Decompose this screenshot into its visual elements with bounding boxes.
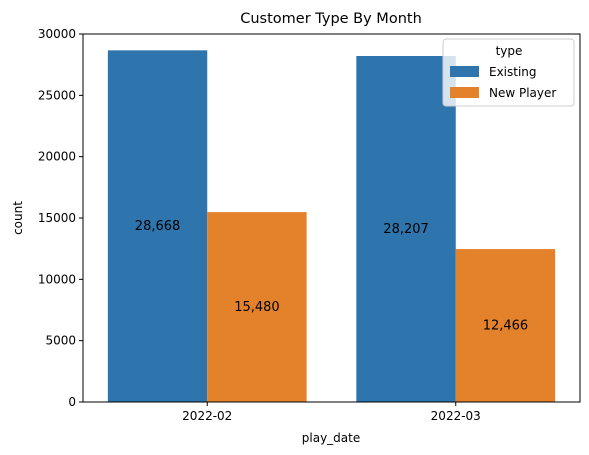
legend-swatch xyxy=(450,87,479,98)
legend-title: type xyxy=(496,44,523,58)
y-tick-label: 20000 xyxy=(38,150,76,164)
legend-swatch xyxy=(450,66,479,77)
y-axis-label: count xyxy=(11,201,25,235)
legend-label: Existing xyxy=(489,65,537,79)
bar-new-player-2022-03 xyxy=(455,249,556,402)
bar-value-label: 15,480 xyxy=(234,300,280,315)
x-tick-label: 2022-03 xyxy=(431,409,481,423)
bar-value-label: 28,668 xyxy=(135,219,181,234)
y-tick-label: 0 xyxy=(68,395,76,409)
bar-existing-2022-03 xyxy=(356,55,456,403)
bar-existing-2022-02 xyxy=(107,50,208,403)
legend-entries: Existing New Player xyxy=(450,65,556,100)
bar-value-label: 12,466 xyxy=(483,319,529,334)
x-axis-label: play_date xyxy=(302,431,360,445)
y-axis: 0 5000 10000 15000 20000 25000 30000 xyxy=(38,27,83,409)
bar-labels-layer: 28,668 15,480 28,207 12,466 xyxy=(135,219,528,333)
y-tick-label: 5000 xyxy=(45,334,76,348)
bars-layer xyxy=(107,50,556,403)
y-tick-label: 25000 xyxy=(38,88,76,102)
bar-value-label: 28,207 xyxy=(383,222,429,237)
y-tick-label: 15000 xyxy=(38,211,76,225)
x-axis: 2022-02 2022-03 xyxy=(182,402,481,423)
legend-label: New Player xyxy=(489,86,556,100)
y-tick-label: 30000 xyxy=(38,27,76,41)
legend: type Existing New Player xyxy=(442,38,575,107)
x-tick-label: 2022-02 xyxy=(182,409,232,423)
chart-title: Customer Type By Month xyxy=(240,11,422,27)
y-tick-label: 10000 xyxy=(38,272,76,286)
bar-new-player-2022-02 xyxy=(207,212,307,402)
